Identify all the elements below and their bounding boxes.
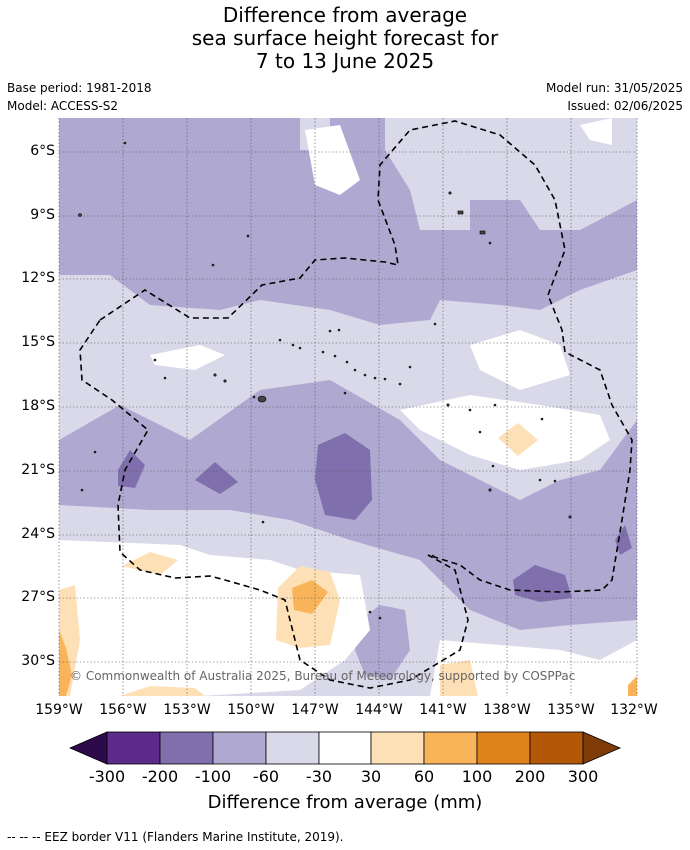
colorbar-bin (265, 731, 320, 765)
eez-footnote: -- -- -- EEZ border V11 (Flanders Marine… (7, 830, 344, 844)
base-period: Base period: 1981-2018 (7, 81, 152, 95)
colorbar-bin (476, 731, 531, 765)
colorbar-over (582, 731, 622, 765)
lon-label: 138°W (483, 702, 531, 718)
lat-label: 12°S (21, 270, 55, 286)
lat-label: 21°S (21, 462, 55, 478)
title-line-1: Difference from average (222, 3, 468, 27)
colorbar-under (68, 731, 108, 765)
lat-label: 27°S (21, 589, 55, 605)
colorbar (68, 731, 622, 765)
colorbar-tick: 200 (514, 767, 546, 786)
issued-date: Issued: 02/06/2025 (567, 99, 683, 113)
neutral-zone-4 (470, 330, 570, 390)
map-field (59, 118, 637, 696)
anomaly-core-4 (513, 565, 572, 602)
neutral-zone-2 (580, 118, 612, 145)
map-title: Difference from average sea surface heig… (0, 4, 690, 73)
positive-zone-2 (122, 552, 178, 575)
title-line-2: sea surface height forecast for (191, 26, 499, 50)
anomaly-core-2 (195, 462, 238, 494)
lon-label: 159°W (35, 702, 83, 718)
islands (78, 141, 572, 620)
lat-label: 24°S (21, 526, 55, 542)
model-run: Model run: 31/05/2025 (545, 81, 683, 95)
neutral-zone-3 (150, 345, 225, 370)
neutral-zone-7 (430, 640, 637, 696)
anomaly-band-north (59, 118, 637, 325)
positive-zone-5 (440, 660, 478, 696)
colorbar-tick: -100 (194, 767, 232, 786)
colorbar-tick: 300 (567, 767, 599, 786)
lon-label: 141°W (419, 702, 467, 718)
lon-label: 144°W (355, 702, 403, 718)
copyright-notice: © Commonwealth of Australia 2025, Bureau… (70, 669, 576, 683)
neutral-zone-1 (305, 125, 360, 195)
colorbar-bin (159, 731, 214, 765)
colorbar-tick: -300 (88, 767, 126, 786)
colorbar-bin (212, 731, 267, 765)
lon-label: 147°W (291, 702, 339, 718)
positive-core-3 (628, 676, 637, 696)
neutral-zone-5 (400, 395, 610, 470)
lat-label: 15°S (21, 334, 55, 350)
anomaly-core-3 (118, 450, 145, 488)
positive-core-1 (292, 580, 328, 614)
colorbar-bin (318, 731, 372, 765)
title-line-3: 7 to 13 June 2025 (255, 49, 435, 73)
lat-label: 9°S (30, 207, 55, 223)
colorbar-title: Difference from average (mm) (207, 792, 483, 813)
lon-label: 156°W (99, 702, 147, 718)
lon-label: 135°W (547, 702, 595, 718)
model-name: Model: ACCESS-S2 (7, 99, 119, 113)
meta-left: Base period: 1981-2018 Model: ACCESS-S2 (7, 79, 152, 115)
colorbar-tick: -200 (141, 767, 179, 786)
positive-zone-3 (498, 423, 538, 456)
lat-label: 18°S (21, 398, 55, 414)
colorbar-bin (423, 731, 478, 765)
anomaly-core-5 (615, 525, 632, 555)
colorbar-tick: -30 (305, 767, 333, 786)
lon-label: 132°W (610, 702, 658, 718)
meta-right: Model run: 31/05/2025 Issued: 02/06/2025 (546, 79, 683, 115)
colorbar-tick: 100 (461, 767, 493, 786)
lon-label: 150°W (227, 702, 275, 718)
eez-border (79, 120, 633, 689)
colorbar-tick: 30 (360, 767, 382, 786)
lat-label: 6°S (30, 143, 55, 159)
positive-zone-6 (120, 686, 205, 696)
lon-label: 153°W (163, 702, 211, 718)
colorbar-tick: -60 (252, 767, 280, 786)
colorbar-tick: 60 (413, 767, 435, 786)
lat-label: 30°S (21, 653, 55, 669)
positive-core-2 (59, 630, 72, 696)
colorbar-bin (370, 731, 425, 765)
colorbar-bin (529, 731, 584, 765)
anomaly-core-1 (315, 433, 372, 520)
colorbar-bin (106, 731, 161, 765)
